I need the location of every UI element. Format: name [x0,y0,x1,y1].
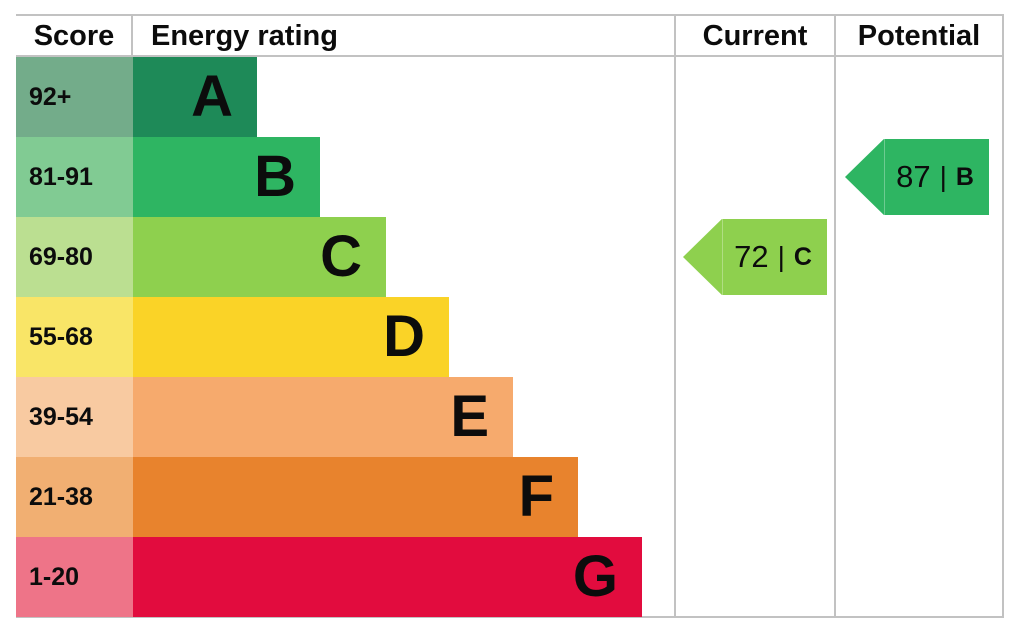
grid-line-potential-divider [834,14,836,617]
band-letter-e: E [450,384,489,449]
score-range-a: 92+ [16,57,133,137]
potential-rating-letter: B [955,162,974,191]
band-letter-b: B [254,144,296,209]
grid-line-header-bottom [16,55,1004,57]
band-row-f: 21-38 F [16,457,578,537]
band-row-d: 55-68 D [16,297,449,377]
potential-rating-arrow: 87 | B [845,139,989,215]
potential-rating-separator: | [939,161,947,192]
score-column-header: Score [33,20,115,52]
band-row-b: 81-91 B [16,137,320,217]
energy-rating-column-header: Energy rating [151,20,338,52]
band-row-c: 69-80 C [16,217,386,297]
current-column-header: Current [702,20,808,52]
current-rating-separator: | [777,241,785,272]
current-rating-arrow: 72 | C [683,219,827,295]
band-bar-f: F [133,457,578,537]
band-bar-a: A [133,57,257,137]
band-letter-g: G [572,544,618,609]
grid-line-bottom [16,616,1004,618]
band-row-a: 92+ A [16,57,257,137]
band-row-e: 39-54 E [16,377,513,457]
score-range-c: 69-80 [16,217,133,297]
grid-line-score-divider [131,14,133,56]
current-rating-value: 72 [734,239,769,274]
band-letter-a: A [191,64,233,129]
band-row-g: 1-20 G [16,537,642,617]
potential-rating-value: 87 [896,159,931,194]
band-letter-f: F [518,464,554,529]
band-letter-c: C [320,224,362,289]
grid-line-right-border [1002,14,1004,617]
band-letter-d: D [383,304,425,369]
band-bar-e: E [133,377,513,457]
score-range-e: 39-54 [16,377,133,457]
grid-line-top [16,14,1004,16]
score-range-f: 21-38 [16,457,133,537]
band-bar-g: G [133,537,642,617]
band-bar-d: D [133,297,449,377]
score-range-d: 55-68 [16,297,133,377]
potential-column-header: Potential [857,20,981,52]
score-range-b: 81-91 [16,137,133,217]
grid-line-current-divider [674,14,676,617]
band-bar-c: C [133,217,386,297]
score-range-g: 1-20 [16,537,133,617]
band-bar-b: B [133,137,320,217]
current-rating-letter: C [793,242,812,271]
